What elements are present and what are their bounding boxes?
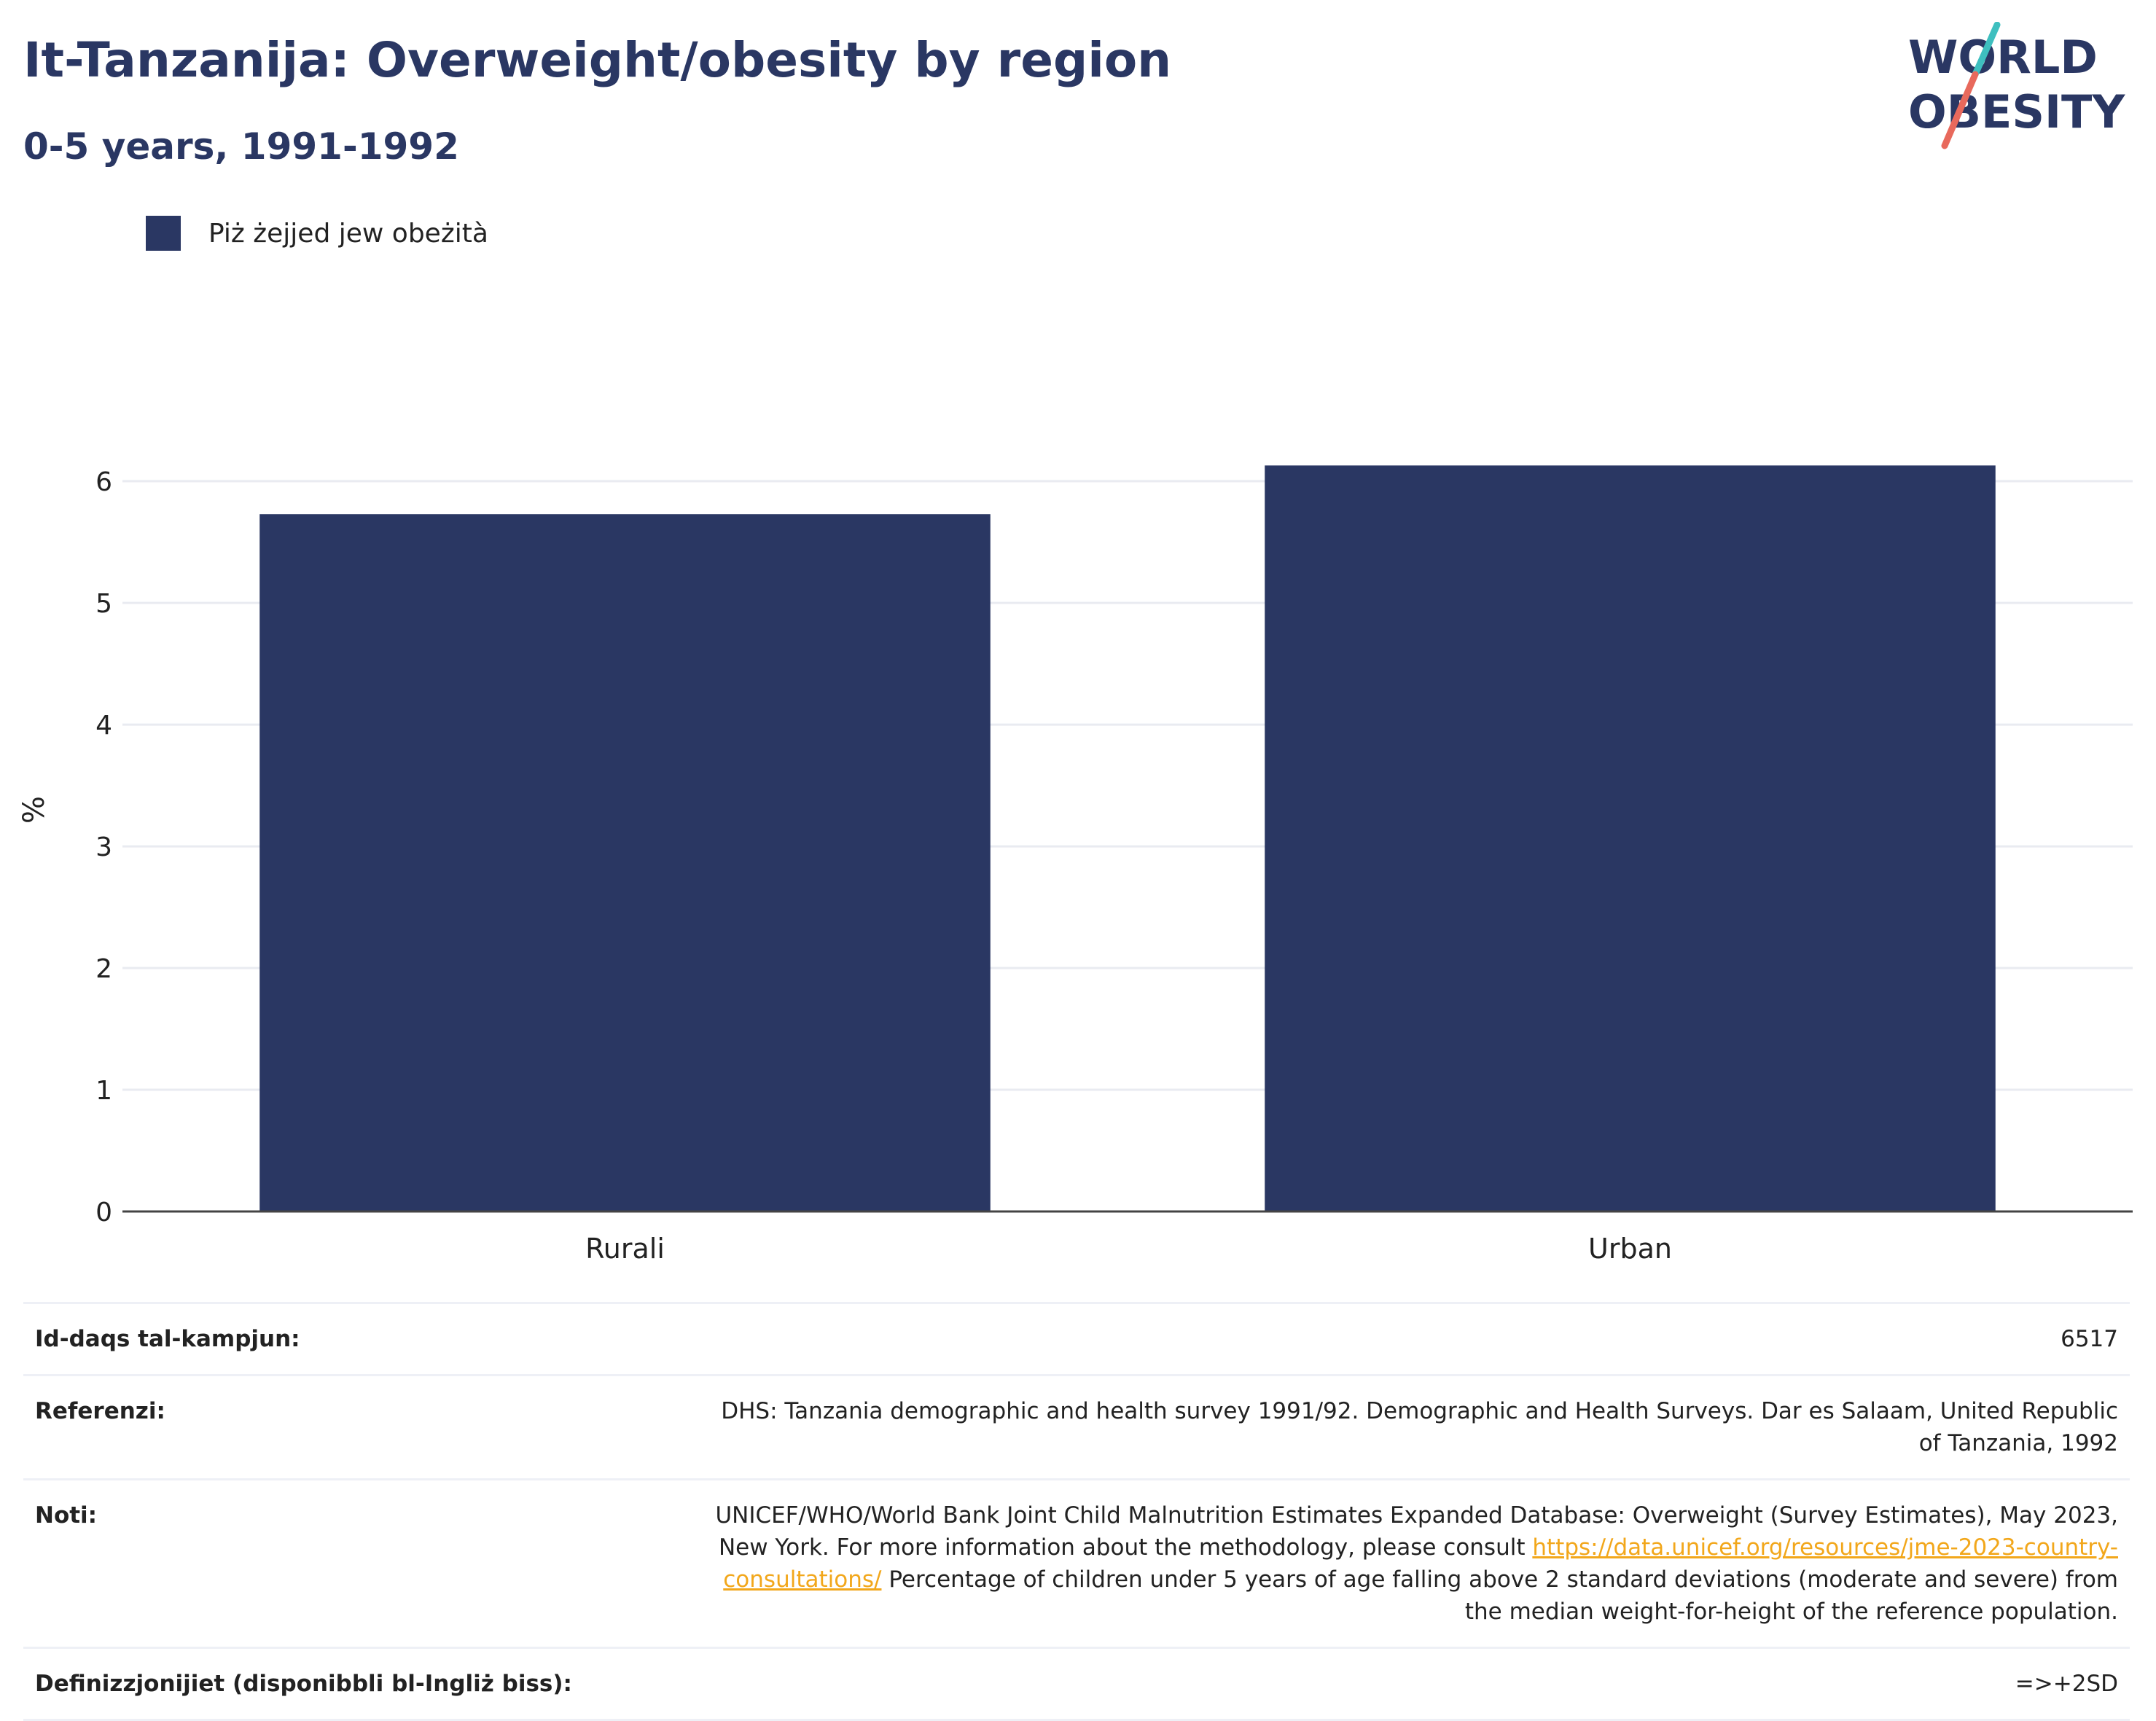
x-tick-label: Urban <box>1588 1233 1672 1265</box>
bars <box>259 465 1996 1211</box>
notes-label: Noti: <box>23 1478 703 1648</box>
info-table: Id-daqs tal-kampjun: 6517 Referenzi: DHS… <box>23 1301 2130 1721</box>
y-tick-label: 2 <box>95 954 112 984</box>
y-tick-label: 6 <box>95 467 112 497</box>
y-axis-ticks: 0 1 2 3 4 5 6 <box>95 467 112 1228</box>
y-axis-title: % <box>17 796 51 824</box>
info-row-sample-size: Id-daqs tal-kampjun: 6517 <box>23 1301 2130 1375</box>
logo-line2: OBESITY <box>1908 85 2125 138</box>
references-label: Referenzi: <box>23 1374 703 1480</box>
definitions-label: Definizzjonijiet (disponibbli bl-Ingliż … <box>23 1647 703 1721</box>
notes-link[interactable]: https://data.unicef.org/resources/jme-20… <box>723 1534 2118 1593</box>
bar-rurali[interactable] <box>259 514 991 1211</box>
info-row-notes: Noti: UNICEF/WHO/World Bank Joint Child … <box>23 1478 2130 1648</box>
legend-swatch <box>146 216 181 251</box>
x-axis-labels: Rurali Urban <box>585 1233 1672 1265</box>
world-obesity-logo: WORLD OBESITY <box>1908 22 2125 149</box>
definitions-value: =>+2SD <box>703 1647 2130 1721</box>
y-tick-label: 4 <box>95 711 112 741</box>
bar-urban[interactable] <box>1265 465 1996 1211</box>
y-tick-label: 3 <box>95 832 112 862</box>
references-value: DHS: Tanzania demographic and health sur… <box>703 1374 2130 1480</box>
sample-size-value: 6517 <box>703 1301 2130 1375</box>
legend-label: Piż żejjed jew obeżità <box>208 218 488 249</box>
x-tick-label: Rurali <box>585 1233 665 1265</box>
logo-line1: WORLD <box>1908 31 2098 84</box>
y-tick-label: 0 <box>95 1198 112 1228</box>
info-row-references: Referenzi: DHS: Tanzania demographic and… <box>23 1374 2130 1480</box>
sample-size-label: Id-daqs tal-kampjun: <box>23 1301 703 1375</box>
notes-text-after: Percentage of children under 5 years of … <box>881 1566 2118 1626</box>
y-tick-label: 5 <box>95 589 112 619</box>
logo-slash-top <box>1972 22 2001 78</box>
y-tick-label: 1 <box>95 1076 112 1106</box>
legend[interactable]: Piż żejjed jew obeżità <box>146 216 488 251</box>
logo-slash-bottom <box>1941 71 1979 149</box>
chart-subtitle: 0-5 years, 1991-1992 <box>23 125 459 168</box>
notes-value: UNICEF/WHO/World Bank Joint Child Malnut… <box>703 1478 2130 1648</box>
info-row-definitions: Definizzjonijiet (disponibbli bl-Ingliż … <box>23 1647 2130 1721</box>
bar-chart: 0 1 2 3 4 5 6 Rurali Urban % <box>17 465 2133 1265</box>
notes-text-before: UNICEF/WHO/World Bank Joint Child Malnut… <box>715 1502 2118 1561</box>
chart-title: It-Tanzanija: Overweight/obesity by regi… <box>23 32 1172 88</box>
